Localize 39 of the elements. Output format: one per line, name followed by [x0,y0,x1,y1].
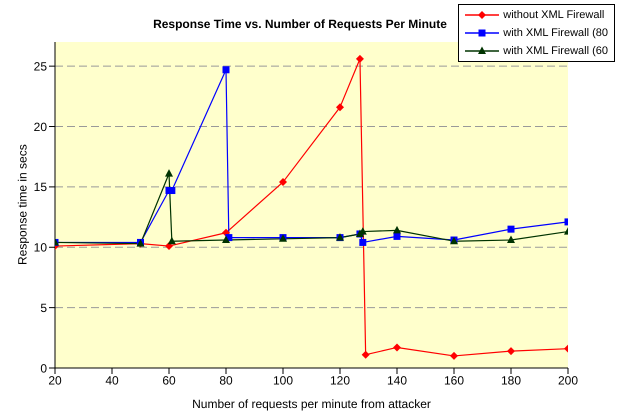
x-tick-label: 120 [330,374,350,388]
y-tick-label: 5 [40,300,48,315]
point [508,226,514,233]
point [362,350,370,359]
point [450,352,458,360]
x-tick-label: 40 [105,374,119,388]
x-tick-label: 200 [558,374,578,388]
point [336,103,344,112]
point [507,347,515,356]
point [507,236,515,244]
point [168,187,176,194]
point [168,236,176,244]
point [165,169,173,177]
y-tick-label: 15 [34,180,48,194]
y-tick-label: 20 [34,120,48,134]
y-tick-label: 0 [40,361,48,376]
x-tick-label: 60 [162,374,176,388]
point [165,242,173,250]
point [359,238,366,246]
point [279,178,287,186]
x-tick-label: 160 [444,374,464,388]
y-axis-title: Response time in secs [15,144,30,265]
point [393,226,401,234]
x-tick-label: 180 [500,374,522,388]
y-tick-label: 25 [34,59,48,74]
legend-label: with XML Firewall (60 [503,44,608,58]
x-tick-label: 140 [386,374,408,388]
chart-title: Response Time vs. Number of Requests Per Minute [153,17,448,31]
point [222,236,230,244]
y-tick-label: 10 [34,240,48,255]
legend-label: with XML Firewall (80 [503,26,608,40]
legend-label: without XML Firewall [503,8,604,22]
point [222,66,230,74]
x-axis-title: Number of requests per minute from attacker [192,397,431,411]
point [393,343,401,352]
point [394,232,400,240]
x-tick-label: 80 [219,374,233,388]
x-tick-label: 100 [272,374,294,388]
point [356,54,364,63]
